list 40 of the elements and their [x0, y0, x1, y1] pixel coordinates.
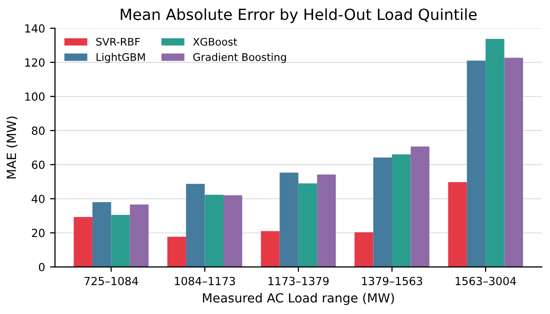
- legend-label: XGBoost: [193, 38, 238, 46]
- x-axis-title: Measured AC Load range (MW): [202, 292, 394, 306]
- y-tick-label: 100: [25, 92, 45, 101]
- bar: [167, 236, 186, 267]
- x-tick-label: 725–1084: [84, 276, 138, 286]
- legend-label: LightGBM: [96, 52, 145, 64]
- y-tick-label: 120: [25, 58, 45, 67]
- bar: [373, 157, 392, 267]
- bar: [504, 58, 524, 267]
- y-tick-label: 80: [32, 126, 45, 135]
- x-tick-label: 1173–1379: [268, 276, 329, 286]
- chart-title: Mean Absolute Error by Held-Out Load Quintile: [120, 8, 477, 24]
- bar: [298, 183, 318, 267]
- bar: [74, 216, 92, 267]
- bar: [410, 146, 430, 267]
- bar: [111, 214, 130, 267]
- y-axis-title: MAE (MW): [6, 116, 18, 178]
- bar: [280, 172, 298, 267]
- y-tick-label: 40: [32, 194, 45, 204]
- y-tick-label: 140: [25, 24, 45, 33]
- x-tick-label: 1084–1173: [174, 276, 235, 286]
- x-tick-label: 1563–3004: [456, 276, 516, 286]
- x-tick-label: 1379–1563: [362, 276, 422, 286]
- bar: [260, 231, 280, 267]
- bar: [448, 182, 467, 267]
- legend-label: SVR-RBF: [96, 38, 140, 46]
- bar: [392, 154, 411, 267]
- bar: [92, 202, 112, 267]
- bar: [130, 204, 149, 267]
- bar: [466, 60, 486, 267]
- bar: [204, 194, 224, 267]
- y-tick-label: 60: [32, 160, 45, 170]
- legend-label: Gradient Boosting: [193, 52, 286, 64]
- bar: [486, 38, 504, 267]
- y-tick-label: 0: [38, 262, 45, 272]
- bar: [317, 174, 336, 267]
- y-tick-label: 20: [32, 228, 45, 238]
- bar: [186, 184, 205, 267]
- bar: [354, 232, 374, 267]
- bar: [223, 195, 242, 267]
